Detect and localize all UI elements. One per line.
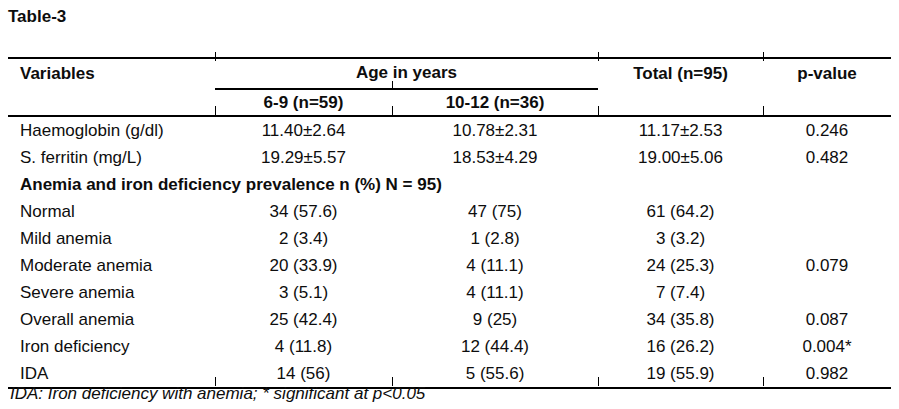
- cell-total: 24 (25.3): [598, 252, 763, 279]
- cell-age-10-12: 47 (75): [392, 198, 598, 225]
- col-header-age-6-9: 6-9 (n=59): [215, 89, 392, 116]
- cell-variable: Severe anemia: [8, 279, 215, 306]
- cell-pvalue: [763, 279, 891, 306]
- column-tick: [215, 106, 216, 115]
- table-row: Iron deficiency 4 (11.8) 12 (44.4) 16 (2…: [8, 333, 891, 360]
- cell-age-10-12: 4 (11.1): [392, 252, 598, 279]
- col-header-pvalue: p-value: [763, 58, 891, 116]
- cell-total: 34 (35.8): [598, 306, 763, 333]
- cell-variable: Normal: [8, 198, 215, 225]
- cell-total: 19 (55.9): [598, 360, 763, 388]
- column-tick: [598, 377, 599, 386]
- cell-variable: Overall anemia: [8, 306, 215, 333]
- col-header-variables: Variables: [8, 58, 215, 116]
- section-header: Anemia and iron deficiency prevalence n …: [8, 171, 891, 198]
- cell-pvalue: 0.482: [763, 144, 891, 171]
- column-tick: [598, 52, 599, 61]
- column-tick: [215, 52, 216, 61]
- column-tick: [763, 52, 764, 61]
- cell-total: 19.00±5.06: [598, 144, 763, 171]
- cell-variable: S. ferritin (mg/L): [8, 144, 215, 171]
- cell-age-10-12: 1 (2.8): [392, 225, 598, 252]
- col-header-total: Total (n=95): [598, 58, 763, 116]
- cell-total: 16 (26.2): [598, 333, 763, 360]
- col-header-age-group: Age in years: [215, 58, 598, 89]
- cell-age-6-9: 3 (5.1): [215, 279, 392, 306]
- cell-age-6-9: 2 (3.4): [215, 225, 392, 252]
- cell-pvalue: 0.079: [763, 252, 891, 279]
- table-row: Haemoglobin (g/dl) 11.40±2.64 10.78±2.31…: [8, 116, 891, 144]
- table-body: Haemoglobin (g/dl) 11.40±2.64 10.78±2.31…: [8, 116, 891, 388]
- table-row: Moderate anemia 20 (33.9) 4 (11.1) 24 (2…: [8, 252, 891, 279]
- cell-variable: Haemoglobin (g/dl): [8, 116, 215, 144]
- data-table: Variables Age in years Total (n=95) p-va…: [8, 57, 891, 389]
- cell-pvalue: 0.087: [763, 306, 891, 333]
- cell-pvalue: 0.982: [763, 360, 891, 388]
- section-row: Anemia and iron deficiency prevalence n …: [8, 171, 891, 198]
- cell-age-6-9: 19.29±5.57: [215, 144, 392, 171]
- table-row: Severe anemia 3 (5.1) 4 (11.1) 7 (7.4): [8, 279, 891, 306]
- cell-age-10-12: 12 (44.4): [392, 333, 598, 360]
- cell-age-6-9: 34 (57.6): [215, 198, 392, 225]
- cell-variable: Moderate anemia: [8, 252, 215, 279]
- cell-age-6-9: 11.40±2.64: [215, 116, 392, 144]
- cell-total: 11.17±2.53: [598, 116, 763, 144]
- paper-table-page: Table-3 Variables Age in years Total (n=…: [0, 0, 899, 409]
- cell-total: 61 (64.2): [598, 198, 763, 225]
- table-row: S. ferritin (mg/L) 19.29±5.57 18.53±4.29…: [8, 144, 891, 171]
- column-tick: [392, 81, 393, 89]
- column-tick: [763, 106, 764, 115]
- cell-total: 3 (3.2): [598, 225, 763, 252]
- table-row: Overall anemia 25 (42.4) 9 (25) 34 (35.8…: [8, 306, 891, 333]
- cell-age-6-9: 20 (33.9): [215, 252, 392, 279]
- cell-variable: Iron deficiency: [8, 333, 215, 360]
- cell-age-6-9: 4 (11.8): [215, 333, 392, 360]
- cell-age-10-12: 9 (25): [392, 306, 598, 333]
- cell-pvalue: 0.246: [763, 116, 891, 144]
- column-tick: [598, 106, 599, 115]
- cell-age-10-12: 10.78±2.31: [392, 116, 598, 144]
- table-header: Variables Age in years Total (n=95) p-va…: [8, 58, 891, 116]
- column-tick: [392, 106, 393, 115]
- col-header-age-10-12: 10-12 (n=36): [392, 89, 598, 116]
- table-row: Normal 34 (57.6) 47 (75) 61 (64.2): [8, 198, 891, 225]
- cell-age-10-12: 4 (11.1): [392, 279, 598, 306]
- cell-age-6-9: 25 (42.4): [215, 306, 392, 333]
- table-caption: Table-3: [8, 7, 66, 27]
- cell-pvalue: [763, 198, 891, 225]
- table-footnote: IDA: Iron deficiency with anemia; * sign…: [10, 384, 425, 404]
- header-row-top: Variables Age in years Total (n=95) p-va…: [8, 58, 891, 89]
- cell-age-10-12: 18.53±4.29: [392, 144, 598, 171]
- cell-variable: Mild anemia: [8, 225, 215, 252]
- column-tick: [763, 377, 764, 386]
- cell-pvalue: 0.004*: [763, 333, 891, 360]
- table-row: Mild anemia 2 (3.4) 1 (2.8) 3 (3.2): [8, 225, 891, 252]
- cell-total: 7 (7.4): [598, 279, 763, 306]
- cell-pvalue: [763, 225, 891, 252]
